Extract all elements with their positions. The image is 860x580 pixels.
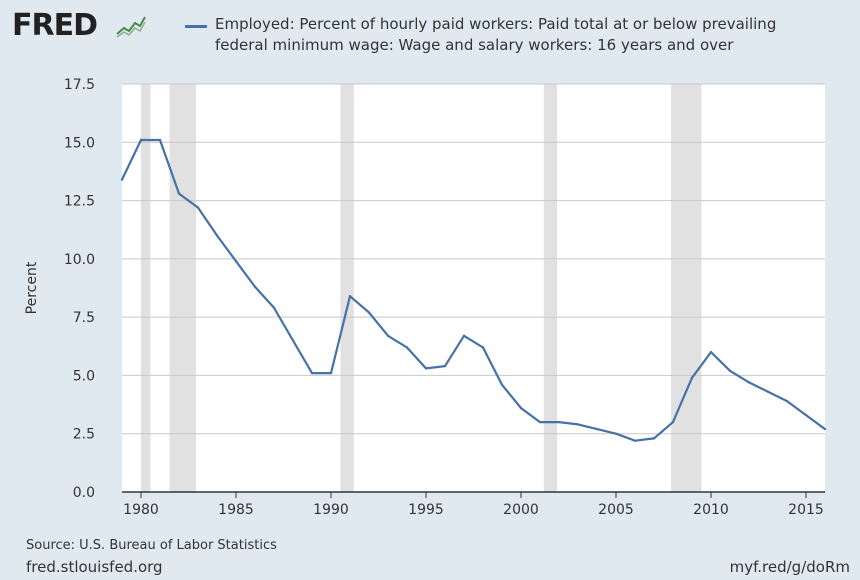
data-point — [614, 432, 618, 435]
data-point — [804, 413, 808, 417]
data-point — [671, 420, 675, 424]
data-point — [557, 420, 561, 424]
data-point — [272, 306, 276, 310]
data-point — [481, 346, 485, 349]
data-point — [766, 390, 770, 393]
data-point — [728, 369, 732, 372]
y-tick-label: 2.5 — [73, 427, 95, 443]
recession-band — [169, 84, 197, 492]
x-tick-label: 2015 — [788, 502, 824, 518]
x-tick-label: 2010 — [693, 502, 729, 518]
data-point — [424, 367, 428, 370]
short-link[interactable]: myf.red/g/doRm — [729, 558, 850, 576]
data-point — [652, 437, 656, 440]
y-tick-label: 7.5 — [73, 310, 95, 326]
y-tick-label: 15.0 — [64, 135, 95, 151]
data-point — [690, 376, 694, 379]
y-tick-label: 5.0 — [73, 368, 95, 384]
x-tick-label: 1990 — [313, 502, 349, 518]
legend-swatch — [185, 25, 207, 28]
data-point — [405, 346, 409, 349]
legend-label: Employed: Percent of hourly paid workers… — [215, 15, 777, 54]
y-tick-label: 17.5 — [64, 77, 95, 93]
recession-band — [141, 84, 151, 492]
y-tick-label: 12.5 — [64, 194, 95, 210]
data-point — [443, 364, 447, 368]
data-point — [386, 334, 390, 337]
data-point — [823, 427, 827, 431]
data-point — [177, 192, 181, 195]
data-point — [329, 371, 333, 375]
y-tick-label: 10.0 — [64, 252, 95, 268]
series-line — [121, 138, 826, 442]
data-point — [595, 427, 599, 431]
fred-logo-text: FRED — [12, 8, 98, 43]
data-point — [709, 350, 713, 354]
site-link[interactable]: fred.stlouisfed.org — [26, 558, 163, 576]
data-point — [576, 423, 580, 426]
x-tick-label: 2000 — [503, 502, 539, 518]
x-tick-label: 2005 — [598, 502, 634, 518]
data-point — [234, 259, 238, 263]
data-point — [747, 381, 751, 384]
data-point — [462, 334, 466, 337]
data-point — [633, 439, 637, 442]
source-note: Source: U.S. Bureau of Labor Statistics — [26, 538, 277, 553]
x-tick-label: 1980 — [123, 502, 159, 518]
data-point — [500, 383, 504, 386]
y-tick-label: 0.0 — [73, 485, 95, 501]
data-point — [785, 399, 789, 403]
recession-band — [671, 84, 702, 492]
data-point — [196, 206, 200, 209]
data-point — [139, 138, 143, 142]
x-tick-label: 1995 — [408, 502, 444, 518]
data-point — [158, 138, 162, 142]
data-point — [291, 339, 295, 342]
data-point — [348, 294, 352, 298]
fred-sparkline-logo-icon — [116, 14, 146, 42]
x-tick-label: 1985 — [218, 502, 254, 518]
data-point — [215, 234, 219, 237]
data-point — [120, 178, 124, 181]
data-point — [310, 371, 314, 375]
recession-band — [340, 84, 354, 492]
recession-band — [543, 84, 558, 492]
plot-area — [122, 84, 825, 492]
data-point — [538, 420, 542, 424]
data-point — [519, 406, 523, 410]
y-axis-label: Percent — [24, 261, 40, 314]
data-point — [367, 311, 371, 314]
data-point — [253, 285, 257, 289]
line-chart: 0.0 2.5 5.0 7.5 10.0 12.5 15.0 17.5 1980 1985 1990… — [24, 77, 827, 518]
